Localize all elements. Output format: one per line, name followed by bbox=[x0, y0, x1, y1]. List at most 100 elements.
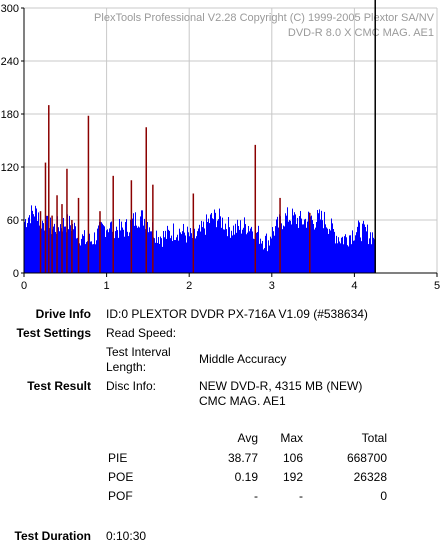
pie-bar bbox=[159, 243, 160, 273]
pie-bar bbox=[292, 208, 293, 273]
pie-bar bbox=[224, 229, 225, 273]
pie-bar bbox=[291, 224, 292, 273]
pie-bar bbox=[162, 246, 163, 273]
pie-bar bbox=[364, 224, 365, 273]
disc-info-line1: NEW DVD-R, 4315 MB (NEW) bbox=[199, 379, 363, 393]
pie-bar bbox=[355, 235, 356, 273]
pie-bar bbox=[167, 225, 168, 273]
pie-bar bbox=[41, 228, 42, 273]
pie-bar bbox=[354, 240, 355, 273]
col-header-max: Max bbox=[280, 431, 303, 445]
pie-bar bbox=[107, 229, 108, 273]
row-name: PIE bbox=[108, 451, 128, 465]
y-tick-label: 60 bbox=[7, 215, 19, 227]
pie-bar bbox=[367, 224, 368, 273]
pie-bar bbox=[266, 233, 267, 273]
chart-header-line2: DVD-R 8.0 X CMC MAG. AE1 bbox=[288, 27, 434, 39]
pie-bar bbox=[293, 215, 294, 273]
col-header-total: Total bbox=[361, 431, 387, 445]
pie-bar bbox=[271, 238, 272, 273]
pie-bar bbox=[295, 214, 296, 273]
pie-bar bbox=[362, 223, 363, 273]
pie-bar bbox=[125, 222, 126, 273]
pie-bar bbox=[268, 240, 269, 273]
pie-bar bbox=[55, 231, 56, 273]
pie-bar bbox=[337, 243, 338, 273]
pie-bar bbox=[226, 229, 227, 273]
read-speed-label: Read Speed: bbox=[106, 326, 177, 340]
pie-bar bbox=[317, 209, 318, 273]
pie-bar bbox=[165, 230, 166, 273]
pie-bar bbox=[316, 222, 317, 273]
pie-bar bbox=[170, 238, 171, 273]
pie-bar bbox=[327, 228, 328, 273]
pie-bar bbox=[80, 245, 81, 273]
pie-bar bbox=[164, 237, 165, 273]
pie-bar bbox=[253, 238, 254, 273]
pie-bar bbox=[177, 234, 178, 273]
x-tick-label: 1 bbox=[104, 280, 110, 292]
pie-bar bbox=[359, 222, 360, 273]
pie-bar bbox=[305, 218, 306, 273]
pie-bar bbox=[150, 231, 151, 273]
pie-bar bbox=[341, 237, 342, 273]
pie-bar bbox=[228, 217, 229, 273]
pie-bar bbox=[370, 232, 371, 273]
pie-bar bbox=[135, 212, 136, 273]
pie-bar bbox=[353, 240, 354, 273]
pie-bar bbox=[31, 205, 32, 273]
pie-bar bbox=[190, 228, 191, 273]
pie-bar bbox=[315, 227, 316, 273]
pie-bar bbox=[211, 213, 212, 273]
pie-bar bbox=[345, 234, 346, 273]
pie-bar bbox=[284, 226, 285, 273]
pie-bar bbox=[172, 241, 173, 273]
pie-bar bbox=[98, 225, 99, 273]
row-name: POE bbox=[108, 470, 134, 484]
row-max: - bbox=[299, 489, 303, 503]
pie-bar bbox=[304, 219, 305, 273]
pie-bar bbox=[313, 223, 314, 273]
pie-bar bbox=[299, 216, 300, 273]
pie-bar bbox=[156, 230, 157, 273]
chart-header-line1: PlexTools Professional V2.28 Copyright (… bbox=[94, 12, 435, 24]
pie-bar bbox=[197, 231, 198, 273]
pie-bar bbox=[128, 236, 129, 273]
pie-bar bbox=[188, 232, 189, 273]
pie-bar bbox=[137, 227, 138, 273]
pie-bar bbox=[63, 217, 64, 273]
pie-bar bbox=[176, 237, 177, 273]
pie-bar bbox=[139, 227, 140, 273]
pie-bar bbox=[282, 229, 283, 273]
pie-bar bbox=[204, 228, 205, 273]
pie-bar bbox=[346, 237, 347, 273]
pie-bar bbox=[54, 223, 55, 273]
x-tick-label: 5 bbox=[434, 280, 440, 292]
pie-bar bbox=[219, 208, 220, 273]
pie-bar bbox=[257, 231, 258, 273]
pie-bar bbox=[363, 220, 364, 273]
pie-bar bbox=[308, 211, 309, 273]
pie-bar bbox=[116, 226, 117, 273]
pie-bar bbox=[262, 240, 263, 273]
test-result-label: Test Result bbox=[27, 379, 91, 393]
pie-bar bbox=[218, 219, 219, 273]
row-max: 192 bbox=[282, 470, 303, 484]
pie-bar bbox=[329, 228, 330, 273]
pie-bar bbox=[322, 220, 323, 273]
row-avg: 38.77 bbox=[227, 451, 258, 465]
pie-bar bbox=[118, 237, 119, 273]
pie-bar bbox=[281, 223, 282, 273]
pie-bar bbox=[171, 235, 172, 273]
pie-bar bbox=[323, 228, 324, 273]
pie-bar bbox=[138, 226, 139, 273]
pie-bar bbox=[351, 244, 352, 273]
disc-info-line2: CMC MAG. AE1 bbox=[199, 394, 286, 408]
pie-bar bbox=[122, 227, 123, 273]
pie-bar bbox=[205, 234, 206, 273]
pie-bar bbox=[288, 221, 289, 273]
pie-bar bbox=[274, 235, 275, 273]
pie-bar bbox=[267, 251, 268, 273]
pie-bar bbox=[214, 209, 215, 273]
pie-bar bbox=[357, 226, 358, 273]
